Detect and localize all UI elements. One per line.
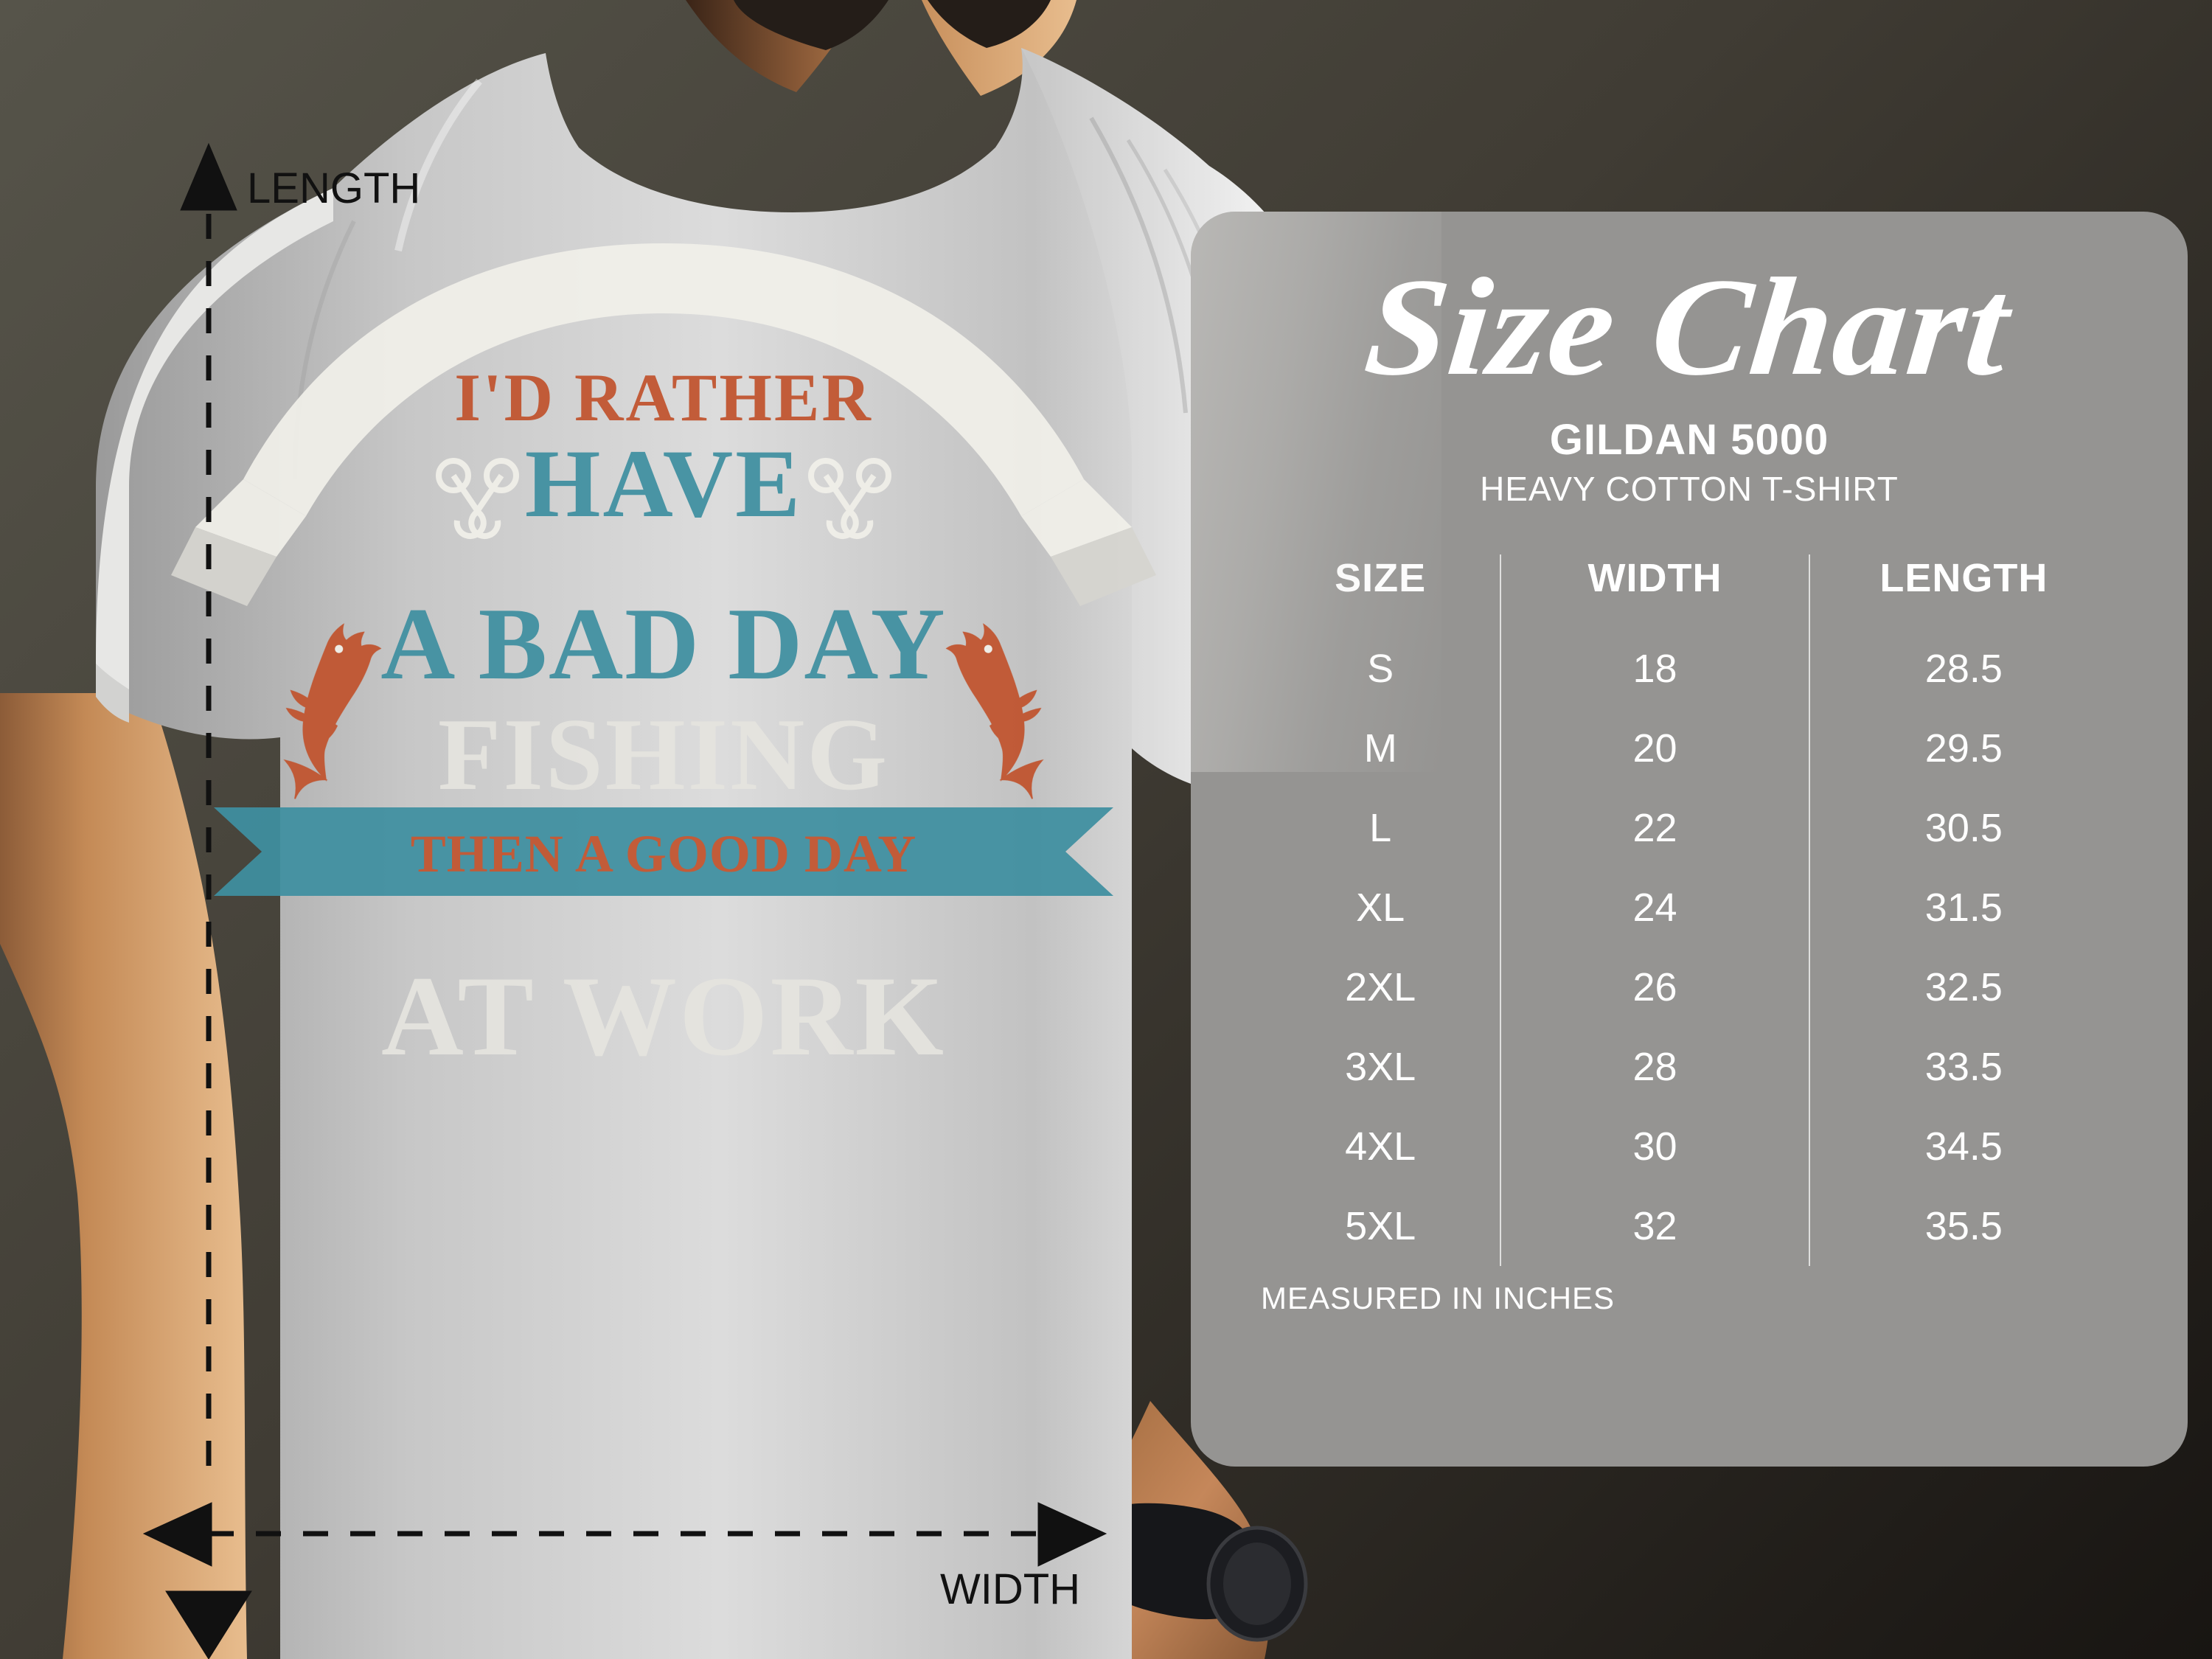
svg-text:WIDTH: WIDTH [940, 1565, 1080, 1613]
svg-text:THEN A GOOD DAY: THEN A GOOD DAY [411, 824, 917, 883]
svg-text:I'D RATHER: I'D RATHER [454, 360, 873, 435]
svg-text:AT WORK: AT WORK [381, 953, 946, 1079]
svg-text:LENGTH: LENGTH [247, 164, 420, 212]
svg-text:HAVE: HAVE [525, 429, 802, 538]
svg-text:FISHING: FISHING [438, 698, 889, 812]
svg-text:A BAD DAY: A BAD DAY [380, 587, 946, 701]
